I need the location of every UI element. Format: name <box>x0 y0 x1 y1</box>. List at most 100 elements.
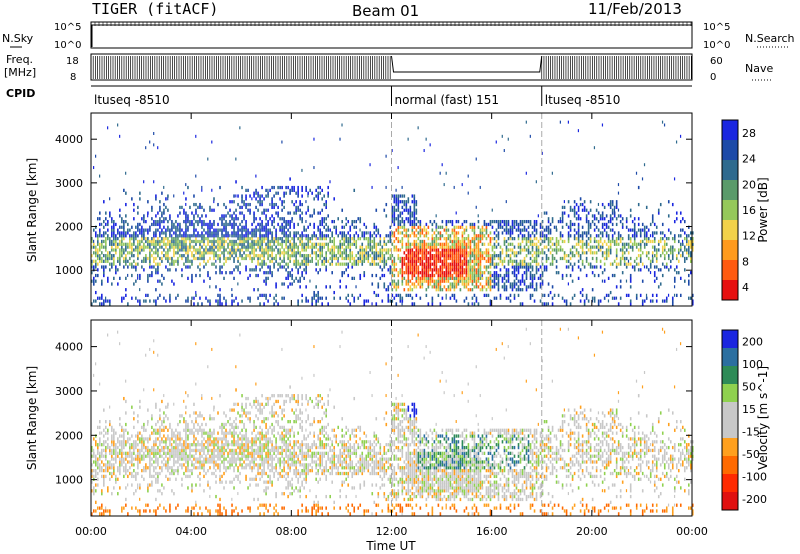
power-cell <box>647 251 650 255</box>
power-cell <box>127 302 129 306</box>
power-cell <box>109 251 111 255</box>
power-cell <box>227 242 229 246</box>
power-cell <box>477 256 480 261</box>
power-cell <box>131 273 133 278</box>
power-cell <box>311 259 313 263</box>
power-cell <box>589 265 592 269</box>
power-cell <box>149 140 151 144</box>
power-cell <box>385 185 387 189</box>
power-cell <box>249 268 251 272</box>
power-cell <box>157 254 159 258</box>
velocity-cell <box>93 460 95 464</box>
power-cell <box>289 231 291 235</box>
power-cell <box>437 251 440 255</box>
power-cell <box>543 302 546 306</box>
power-cell <box>141 228 143 232</box>
power-cell <box>241 197 243 201</box>
power-cell <box>169 248 171 252</box>
power-cell <box>205 231 207 235</box>
power-cell <box>599 265 602 269</box>
power-cell <box>257 262 259 266</box>
power-cell <box>315 234 317 238</box>
power-cell <box>279 242 281 246</box>
power-cell <box>673 285 676 289</box>
power-cell <box>339 239 342 244</box>
power-cell <box>525 271 528 275</box>
power-cell <box>547 231 550 235</box>
power-cell <box>505 288 508 292</box>
power-cell <box>539 273 542 278</box>
power-cell <box>463 279 466 283</box>
power-cell <box>467 191 469 195</box>
power-cell <box>345 239 348 244</box>
power-cell <box>551 259 554 263</box>
power-cell <box>233 299 235 303</box>
power-cell <box>533 288 536 292</box>
power-cell <box>145 146 147 150</box>
power-cell <box>185 259 187 263</box>
power-cell <box>619 256 622 261</box>
power-cell <box>577 231 580 235</box>
power-cell <box>443 242 446 246</box>
power-cell <box>495 273 498 278</box>
power-cell <box>405 268 408 272</box>
power-cell <box>692 231 694 235</box>
power-cell <box>347 256 350 261</box>
power-cell <box>525 273 528 278</box>
power-cell <box>185 225 187 229</box>
power-cell <box>493 262 496 266</box>
power-cell <box>163 296 165 300</box>
power-cell <box>543 293 546 298</box>
power-cell <box>405 262 408 266</box>
power-cell <box>411 288 414 292</box>
power-cell <box>233 194 235 198</box>
power-cell <box>483 293 486 298</box>
power-cell <box>265 251 267 255</box>
power-cell <box>617 183 620 187</box>
power-cell <box>431 268 434 272</box>
power-cell <box>125 248 127 252</box>
power-cell <box>417 231 420 235</box>
power-cell <box>675 293 678 298</box>
power-cell <box>531 248 534 252</box>
power-cell <box>547 217 550 221</box>
power-cell <box>333 239 336 244</box>
power-cell <box>95 262 97 266</box>
power-cell <box>261 211 263 215</box>
power-cell <box>147 211 149 215</box>
power-cell <box>217 239 219 244</box>
power-cell <box>211 248 213 252</box>
power-cell <box>129 251 131 255</box>
power-cell <box>267 194 269 198</box>
power-cell <box>265 208 267 212</box>
power-cell <box>629 237 632 241</box>
power-cell <box>611 202 614 207</box>
power-cell <box>283 265 285 269</box>
power-cell <box>455 242 458 246</box>
power-cell <box>567 120 569 124</box>
power-cell <box>165 197 167 201</box>
power-cell <box>211 208 213 212</box>
power-cell <box>185 197 187 201</box>
power-cell <box>243 200 245 204</box>
power-cell <box>373 231 376 235</box>
power-cell <box>281 265 283 269</box>
velocity-cell <box>109 477 111 481</box>
power-cell <box>629 276 632 280</box>
power-cell <box>453 276 456 280</box>
power-cell <box>193 296 195 300</box>
power-cell <box>475 285 478 289</box>
velocity-cell <box>93 509 95 513</box>
power-cell <box>245 188 247 192</box>
velocity-cell <box>97 425 99 430</box>
power-cell <box>499 225 502 229</box>
power-cell <box>251 239 253 244</box>
power-cell <box>129 239 131 244</box>
power-cell <box>515 254 518 258</box>
power-cell <box>197 231 199 235</box>
power-cell <box>229 214 231 218</box>
power-cell <box>253 254 255 258</box>
power-cell <box>463 282 466 286</box>
power-cell <box>541 231 544 235</box>
